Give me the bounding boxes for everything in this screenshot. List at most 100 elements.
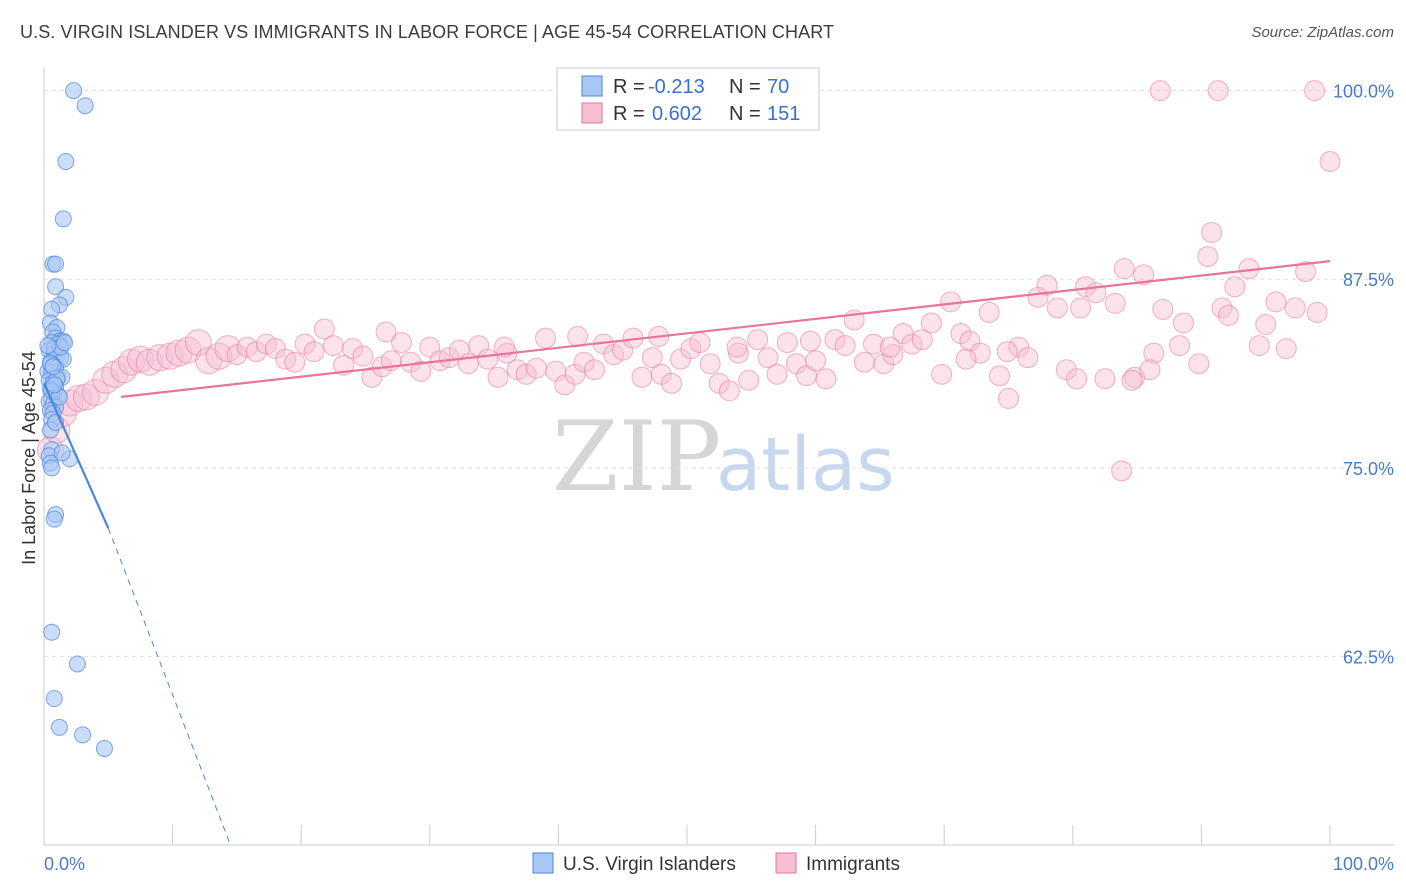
immigrants-point-75 bbox=[747, 329, 769, 351]
immigrants-point-57 bbox=[573, 351, 595, 373]
immigrants-point-114 bbox=[1124, 366, 1146, 388]
immigrants-point-32 bbox=[333, 354, 355, 376]
virgin-islanders-point-3 bbox=[54, 210, 72, 228]
immigrants-point-96 bbox=[950, 323, 972, 345]
legend-r-label-blue: R = bbox=[613, 76, 645, 98]
virgin-islanders-point-68 bbox=[56, 334, 74, 352]
series-legend-label-pink: Immigrants bbox=[806, 854, 900, 875]
virgin-islanders-point-69 bbox=[45, 376, 63, 394]
immigrants-point-20 bbox=[214, 335, 242, 363]
immigrants-point-124 bbox=[1224, 276, 1246, 298]
immigrants-point-17 bbox=[184, 329, 212, 357]
virgin-islanders-point-54 bbox=[45, 690, 63, 708]
immigrants-point-5 bbox=[72, 383, 100, 411]
immigrants-point-76 bbox=[757, 347, 779, 369]
y-tick-label-2: 87.5% bbox=[1343, 270, 1394, 290]
immigrants-point-87 bbox=[862, 333, 884, 355]
immigrants-point-133 bbox=[1111, 460, 1133, 482]
immigrants-point-120 bbox=[1197, 246, 1219, 268]
stats-legend: R = -0.213 N = 70 R = 0.602 N = 151 bbox=[556, 67, 820, 131]
immigrants-point-28 bbox=[294, 333, 316, 355]
immigrants-point-135 bbox=[1149, 80, 1171, 102]
y-tick-labels: 62.5% 75.0% 87.5% 100.0% bbox=[1333, 82, 1394, 668]
immigrants-point-30 bbox=[313, 318, 335, 340]
immigrants-point-29 bbox=[303, 341, 325, 363]
x-tick-label-min: 0.0% bbox=[44, 854, 85, 874]
immigrants-point-113 bbox=[1113, 258, 1135, 280]
immigrants-point-70 bbox=[699, 353, 721, 375]
immigrants-point-149 bbox=[1070, 297, 1092, 319]
immigrants-point-90 bbox=[892, 323, 914, 345]
immigrants-point-74 bbox=[738, 369, 760, 391]
immigrants-point-34 bbox=[352, 345, 374, 367]
immigrants-point-100 bbox=[988, 365, 1010, 387]
legend-swatch-pink bbox=[581, 102, 603, 124]
immigrants-point-91 bbox=[901, 333, 923, 355]
immigrants-point-93 bbox=[920, 312, 942, 334]
source-text: Source: ZipAtlas.com bbox=[1251, 24, 1394, 41]
immigrants-point-40 bbox=[410, 360, 432, 382]
immigrants-point-106 bbox=[1046, 297, 1068, 319]
virgin-islanders-point-1 bbox=[76, 97, 94, 115]
virgin-islanders-points bbox=[39, 82, 113, 757]
immigrants-point-112 bbox=[1104, 292, 1126, 314]
immigrants-point-43 bbox=[438, 347, 460, 369]
trend-lines bbox=[42, 260, 1331, 846]
immigrants-point-117 bbox=[1152, 298, 1174, 320]
immigrants-point-144 bbox=[726, 336, 748, 358]
immigrants-point-146 bbox=[879, 336, 901, 358]
virgin-islanders-point-52 bbox=[43, 623, 61, 641]
immigrants-point-78 bbox=[776, 332, 798, 354]
legend-swatch-blue bbox=[581, 75, 603, 97]
legend-r-label-pink: R = bbox=[613, 103, 645, 125]
virgin-islanders-point-51 bbox=[45, 510, 63, 528]
immigrants-point-129 bbox=[1275, 338, 1297, 360]
virgin-islanders-point-65 bbox=[53, 444, 71, 462]
immigrants-point-132 bbox=[1306, 301, 1328, 323]
immigrants-point-142 bbox=[567, 326, 589, 348]
virgin-islanders-point-0 bbox=[65, 82, 83, 100]
immigrants-point-102 bbox=[1008, 336, 1030, 358]
y-tick-label-1: 75.0% bbox=[1343, 459, 1394, 479]
legend-n-label-blue: N = bbox=[729, 76, 761, 98]
immigrants-point-98 bbox=[969, 342, 991, 364]
immigrants-point-47 bbox=[477, 348, 499, 370]
immigrants-point-116 bbox=[1143, 342, 1165, 364]
series-legend-swatch-blue bbox=[532, 852, 554, 874]
virgin-islanders-point-57 bbox=[95, 739, 113, 757]
immigrants-point-86 bbox=[853, 351, 875, 373]
immigrants-point-72 bbox=[718, 380, 740, 402]
series-legend-label-blue: U.S. Virgin Islanders bbox=[563, 854, 736, 875]
immigrants-point-77 bbox=[766, 363, 788, 385]
immigrants-point-69 bbox=[689, 332, 711, 354]
immigrants-point-64 bbox=[641, 347, 663, 369]
immigrants-point-118 bbox=[1169, 335, 1191, 357]
virgin-islanders-point-67 bbox=[39, 337, 57, 355]
immigrants-point-6 bbox=[81, 378, 109, 406]
immigrants-point-53 bbox=[535, 327, 557, 349]
immigrants-point-48 bbox=[487, 366, 509, 388]
virgin-islanders-point-6 bbox=[47, 278, 65, 296]
immigrants-point-84 bbox=[834, 335, 856, 357]
immigrants-point-9 bbox=[110, 356, 138, 384]
virgin-islanders-trend-extension bbox=[107, 527, 231, 846]
immigrants-point-111 bbox=[1094, 368, 1116, 390]
watermark: ZIP atlas bbox=[552, 401, 895, 513]
immigrants-point-19 bbox=[205, 342, 233, 370]
immigrants-point-119 bbox=[1188, 353, 1210, 375]
virgin-islanders-point-49 bbox=[43, 459, 61, 477]
immigrants-point-140 bbox=[375, 321, 397, 343]
immigrants-point-63 bbox=[631, 366, 653, 388]
immigrants-point-89 bbox=[882, 344, 904, 366]
immigrants-point-130 bbox=[1284, 297, 1306, 319]
immigrants-point-101 bbox=[998, 387, 1019, 409]
immigrants-point-134 bbox=[1121, 369, 1143, 391]
immigrants-point-51 bbox=[515, 363, 537, 385]
immigrants-point-94 bbox=[931, 363, 953, 385]
legend-n-value-pink: 151 bbox=[767, 103, 800, 125]
immigrants-point-58 bbox=[583, 359, 605, 381]
immigrants-point-128 bbox=[1265, 291, 1287, 313]
legend-n-label-pink: N = bbox=[729, 103, 761, 125]
immigrants-point-148 bbox=[996, 341, 1018, 363]
immigrants-point-26 bbox=[275, 348, 297, 370]
